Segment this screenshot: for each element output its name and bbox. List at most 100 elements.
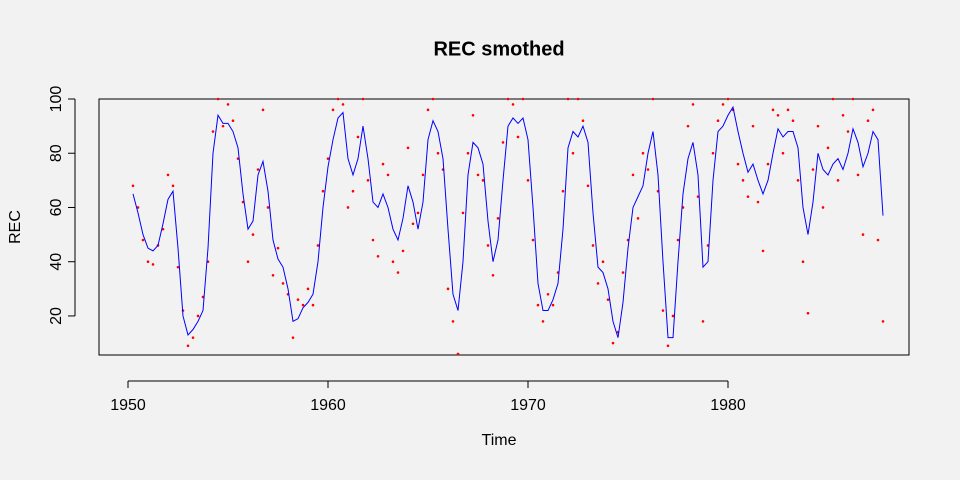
data-point [351,189,355,193]
x-tick-label: 1960 [310,397,346,414]
data-point [321,189,325,193]
data-point [571,151,575,155]
data-point [686,124,690,128]
data-point [191,336,195,339]
data-point [546,292,550,296]
data-point [141,238,145,242]
data-point [251,233,255,236]
data-point [671,314,675,318]
data-point [476,173,480,177]
data-point [376,254,380,258]
data-point [221,124,225,128]
data-point [806,311,810,315]
data-point [841,113,845,117]
data-point [471,113,475,117]
chart-title: REC smothed [433,38,564,60]
data-point [531,238,535,242]
data-point [451,320,455,323]
data-point [646,168,650,171]
data-point [826,146,830,150]
data-point [336,97,340,101]
data-point [341,103,345,106]
data-point [511,103,515,106]
data-point [866,119,870,122]
data-point [466,151,470,155]
data-point [651,97,655,101]
data-point [541,320,545,323]
data-point [461,211,465,215]
data-point [386,173,390,177]
data-point [851,97,855,101]
data-point [756,200,760,204]
data-point [561,189,565,193]
data-point [311,303,315,307]
data-point [586,184,590,188]
data-point [526,179,530,182]
data-point [186,344,190,348]
data-point [821,206,825,209]
data-point [856,173,860,177]
data-point [676,238,680,242]
data-point [861,233,865,236]
data-point [171,184,175,188]
y-tick-label: 60 [48,198,65,216]
data-point [371,238,375,242]
data-point [876,238,880,242]
data-point [576,97,580,101]
data-point [131,184,135,188]
data-point [226,103,230,106]
data-point [146,260,150,264]
data-point [506,97,510,101]
data-point [591,244,595,247]
data-point [396,271,400,274]
data-point [346,206,350,209]
data-point [771,108,775,112]
data-point [501,141,505,144]
data-point [741,179,745,182]
data-point [246,260,250,264]
data-point [481,179,485,182]
data-point [711,151,715,155]
data-point [421,173,425,177]
data-point [881,320,885,323]
data-point [411,222,415,226]
data-point [496,217,500,220]
data-point [566,97,570,101]
data-point [736,162,740,166]
data-point [401,249,405,253]
data-point [596,282,600,285]
data-point [581,119,585,122]
data-point [151,263,155,266]
data-point [296,298,300,301]
data-point [601,260,605,264]
data-point [216,97,220,101]
data-point [836,179,840,182]
data-point [356,135,360,139]
y-axis-label: REC [7,210,24,244]
data-point [516,135,520,139]
data-point [256,168,260,171]
data-point [761,249,765,253]
data-point [521,97,525,101]
data-point [816,124,820,128]
data-point [436,151,440,155]
data-point [786,108,790,112]
x-tick-label: 1950 [110,397,146,414]
data-point [331,108,335,112]
data-point [381,162,385,166]
data-point [281,282,285,285]
data-point [831,97,835,101]
data-point [456,352,460,356]
data-point [301,303,305,307]
data-point [636,217,640,220]
data-point [136,206,140,209]
data-point [446,287,450,291]
data-point [291,336,295,339]
data-point [721,103,725,106]
data-point [746,195,750,198]
data-point [231,119,235,122]
data-point [211,130,215,133]
data-point [796,179,800,182]
x-axis-label: Time [482,432,517,449]
